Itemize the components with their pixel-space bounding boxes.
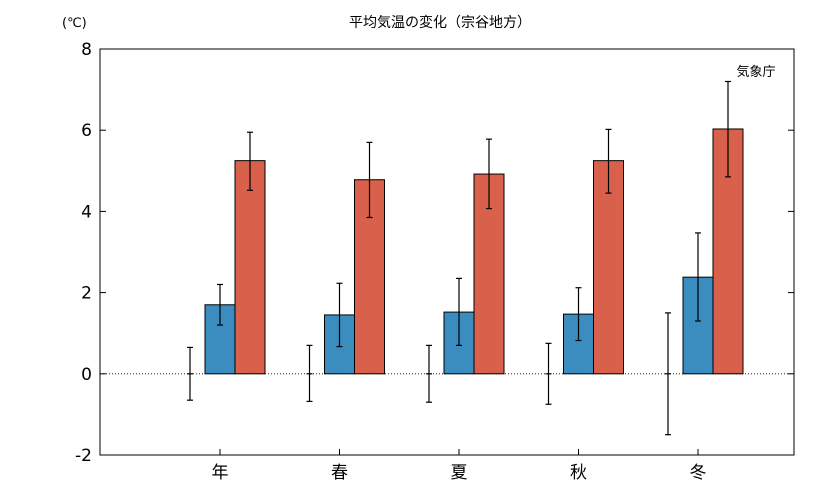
y-tick-label: -2 xyxy=(75,446,92,466)
chart-title: 平均気温の変化（宗谷地方） xyxy=(349,14,531,31)
y-tick-label: 0 xyxy=(81,365,92,385)
y-tick-label: 2 xyxy=(81,284,92,304)
credit-label: 気象庁 xyxy=(736,64,775,80)
y-tick-label: 6 xyxy=(81,121,92,141)
bar-s2-0 xyxy=(234,160,266,375)
y-unit-label: (℃) xyxy=(62,16,87,31)
bar-s1-0 xyxy=(204,304,236,375)
x-tick-label: 年 xyxy=(212,463,229,483)
x-tick-label: 夏 xyxy=(451,463,468,483)
y-tick-label: 8 xyxy=(81,40,92,60)
y-axis: -2 0 2 4 6 8 xyxy=(75,40,794,466)
x-tick-label: 春 xyxy=(331,463,348,483)
x-tick-label: 冬 xyxy=(690,463,707,483)
bars xyxy=(187,80,744,436)
bar-s2-3 xyxy=(593,160,624,375)
y-tick-label: 4 xyxy=(81,202,92,222)
x-axis: 年春夏秋冬 xyxy=(212,449,707,483)
plot-frame xyxy=(99,48,795,456)
x-tick-label: 秋 xyxy=(570,463,587,483)
